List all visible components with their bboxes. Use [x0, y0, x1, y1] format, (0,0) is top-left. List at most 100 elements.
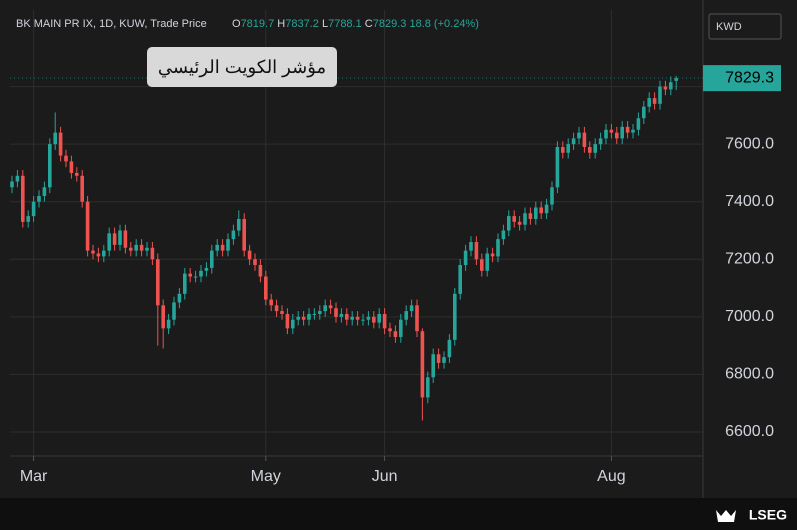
- candle-body: [631, 129, 635, 133]
- x-tick-label: Mar: [20, 468, 48, 485]
- candle-body: [193, 276, 198, 278]
- h-value: 7837.2: [285, 18, 319, 30]
- candle-body: [107, 233, 111, 251]
- candle-body: [517, 221, 522, 225]
- candle-body: [318, 311, 322, 314]
- candle-body: [269, 299, 273, 306]
- candle-body: [674, 78, 678, 81]
- candle-body: [431, 354, 435, 378]
- candle-body: [377, 313, 381, 323]
- x-tick-label: May: [251, 468, 281, 485]
- candle-body: [544, 204, 549, 214]
- candle-body: [220, 244, 225, 251]
- candle-body: [539, 207, 543, 214]
- candle-body: [37, 195, 41, 202]
- candle-body: [615, 132, 619, 139]
- o-value: 7819.7: [241, 18, 275, 30]
- candle-body: [328, 305, 333, 309]
- candle-body: [453, 293, 457, 340]
- y-tick-label: 7400.0: [725, 193, 774, 210]
- candle-body: [264, 276, 268, 300]
- candle-body: [577, 132, 581, 139]
- candle-body: [166, 319, 171, 329]
- y-tick-label: 6800.0: [725, 366, 774, 383]
- candle-body: [31, 201, 36, 217]
- candle-body: [226, 239, 230, 251]
- c-label: C: [365, 18, 373, 30]
- candle-body: [382, 313, 387, 329]
- candle-body: [274, 305, 279, 312]
- candle-body: [404, 311, 408, 320]
- candle-body: [528, 213, 533, 219]
- candle-body: [388, 328, 392, 332]
- candle-body: [75, 172, 79, 176]
- candle-body: [436, 354, 441, 363]
- candle-body: [291, 319, 295, 329]
- candle-body: [620, 126, 624, 139]
- candle-body: [652, 98, 657, 104]
- last-price-label: 7829.3: [725, 69, 774, 86]
- candle-body: [555, 147, 560, 188]
- candle-body: [323, 305, 327, 312]
- currency: KWD: [716, 21, 742, 33]
- currency-box[interactable]: [708, 13, 782, 40]
- candle-body: [399, 319, 403, 337]
- candle-body: [53, 132, 57, 145]
- candle-body: [409, 305, 414, 312]
- l-label: L: [322, 18, 328, 30]
- candle-body: [69, 161, 74, 173]
- x-tick-label: Aug: [597, 468, 625, 485]
- candle-body: [26, 216, 30, 222]
- candle-body: [366, 316, 371, 320]
- candle-body: [523, 213, 527, 225]
- candle-body: [550, 187, 554, 205]
- candle-body: [258, 265, 263, 277]
- candle-body: [156, 259, 160, 306]
- candle-body: [183, 273, 187, 294]
- o-label: O: [232, 18, 241, 30]
- candle-body: [215, 244, 219, 251]
- candle-body: [458, 265, 462, 294]
- candle-body: [447, 339, 452, 358]
- h-label: H: [277, 18, 285, 30]
- candle-body: [442, 357, 446, 363]
- candle-body: [420, 331, 425, 398]
- candle-body: [372, 316, 376, 323]
- candle-body: [177, 293, 182, 303]
- candle-body: [604, 129, 608, 139]
- candle-body: [582, 132, 587, 148]
- candle-body: [123, 230, 128, 248]
- brand: LSEG: [749, 507, 787, 523]
- candle-body: [501, 230, 506, 240]
- candle-body: [571, 138, 576, 145]
- candle-body: [345, 313, 349, 320]
- candle-body: [534, 207, 538, 219]
- candle-body: [496, 239, 500, 257]
- l-value: 7788.1: [328, 18, 362, 30]
- candle-body: [507, 216, 511, 231]
- candle-body: [415, 305, 419, 332]
- ohlc-readout: O7819.7 H7837.2 L7788.1 C7829.3 18.8 (+0…: [232, 18, 479, 30]
- y-tick-label: 7000.0: [725, 308, 774, 325]
- candle-body: [161, 305, 165, 329]
- candle-body: [204, 267, 209, 271]
- candle-body: [474, 241, 479, 260]
- candle-body: [58, 132, 63, 156]
- annotation-box: [147, 47, 337, 87]
- candle-body: [636, 118, 641, 130]
- candle-body: [426, 377, 430, 398]
- candle-body: [145, 247, 149, 251]
- candle-body: [150, 247, 155, 260]
- candle-body: [112, 233, 117, 245]
- candle-body: [285, 313, 290, 329]
- candle-body: [588, 147, 592, 153]
- candle-body: [480, 259, 484, 271]
- candle-body: [10, 181, 14, 188]
- candle-body: [301, 316, 306, 320]
- candle-body: [485, 253, 489, 271]
- candle-body: [625, 126, 630, 133]
- candle-body: [642, 106, 646, 119]
- candle-body: [312, 313, 317, 315]
